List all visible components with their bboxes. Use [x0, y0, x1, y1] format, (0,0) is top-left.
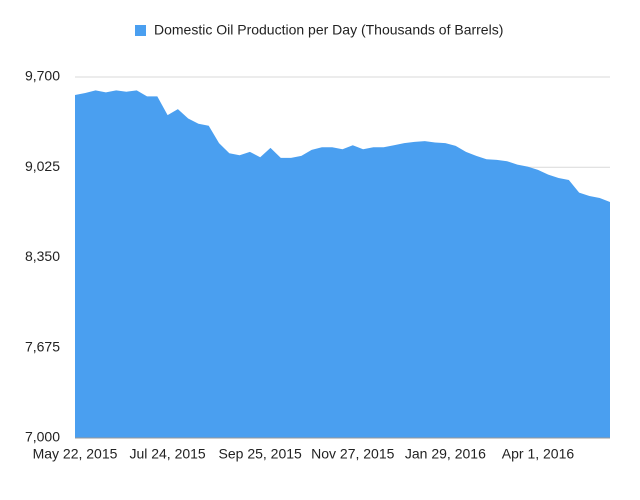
area — [75, 90, 610, 439]
legend-swatch — [135, 25, 146, 36]
y-tick-label: 8,350 — [25, 248, 60, 264]
y-tick-label: 9,700 — [25, 68, 60, 84]
legend-label: Domestic Oil Production per Day (Thousan… — [154, 22, 503, 38]
x-tick-label: Sep 25, 2015 — [219, 446, 303, 462]
y-tick-label: 7,675 — [25, 338, 60, 354]
x-tick-label: Nov 27, 2015 — [311, 446, 394, 462]
y-tick-label: 9,025 — [25, 158, 60, 174]
x-tick-label: Jul 24, 2015 — [129, 446, 205, 462]
x-tick-label: Apr 1, 2016 — [502, 446, 575, 462]
x-tick-label: Jan 29, 2016 — [405, 446, 486, 462]
x-tick-label: May 22, 2015 — [33, 446, 118, 462]
y-tick-label: 7,000 — [25, 429, 60, 445]
